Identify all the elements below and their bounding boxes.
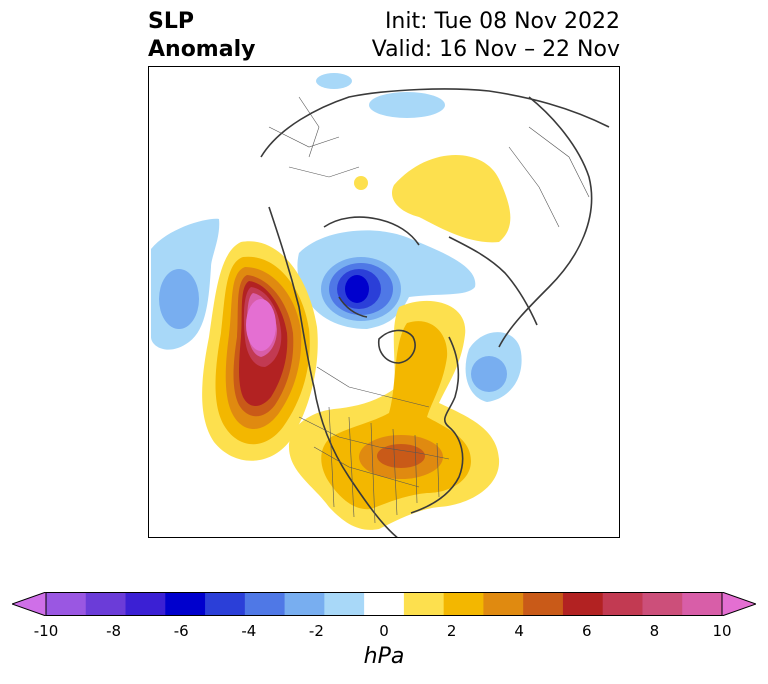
colorbar <box>12 592 756 616</box>
colorbar-segments <box>12 592 756 616</box>
colorbar-segment <box>324 592 365 616</box>
init-date: Init: Tue 08 Nov 2022 <box>384 9 620 34</box>
eastern-siberia-high <box>354 154 511 243</box>
eastern-us-high <box>289 300 500 530</box>
colorbar-tick-label: 10 <box>712 622 732 640</box>
colorbar-tick-label: 4 <box>514 622 524 640</box>
baffin-bay-low <box>297 230 476 329</box>
colorbar-tick-label: -10 <box>33 622 59 640</box>
colorbar-segment <box>244 592 286 616</box>
colorbar-tick-label: -2 <box>308 622 324 640</box>
colorbar-tick-label: -8 <box>106 622 122 640</box>
colorbar-segment <box>483 592 524 616</box>
colorbar-segment <box>284 592 325 616</box>
borders <box>268 96 590 524</box>
title-anomaly: Anomaly <box>148 37 256 62</box>
map-panel <box>148 66 620 538</box>
colorbar-tick-label: -4 <box>241 622 257 640</box>
colorbar-tick-label: 8 <box>649 622 660 640</box>
colorbar-segment <box>642 592 683 616</box>
valid-range: Valid: 16 Nov – 22 Nov <box>371 37 620 62</box>
map-title-left: SLP Anomaly <box>148 8 255 64</box>
colorbar-segment <box>125 592 166 616</box>
colorbar-extend-low <box>12 592 47 616</box>
colorbar-unit-label: hPa <box>363 644 405 669</box>
colorbar-extend-high <box>721 592 756 616</box>
colorbar-segment <box>205 592 246 616</box>
coastlines <box>260 88 610 537</box>
colorbar-segment <box>403 592 445 616</box>
colorbar-segment <box>562 592 604 616</box>
gulf-of-alaska-high <box>202 241 318 461</box>
colorbar-tick-label: 0 <box>379 622 389 640</box>
colorbar-segment <box>602 592 643 616</box>
colorbar-tick-label: 2 <box>446 622 457 640</box>
colorbar-ticks: -10 -8 -6 -4 -2 0 2 4 6 8 10 <box>0 622 768 642</box>
colorbar-segment <box>523 592 564 616</box>
colorbar-segment <box>682 592 723 616</box>
title-variable: SLP <box>148 9 194 34</box>
arctic-lows <box>316 73 445 118</box>
anomaly-map <box>151 73 610 537</box>
north-atlantic-low <box>465 332 522 402</box>
colorbar-segment <box>364 592 405 616</box>
colorbar-segment <box>443 592 484 616</box>
colorbar-segment <box>85 592 127 616</box>
colorbar-segment <box>165 592 206 616</box>
colorbar-frame <box>45 592 723 616</box>
colorbar-tick-label: 6 <box>582 622 592 640</box>
map-title-right: Init: Tue 08 Nov 2022 Valid: 16 Nov – 22… <box>372 8 620 64</box>
colorbar-tick-label: -6 <box>173 622 189 640</box>
north-pacific-low <box>151 218 220 350</box>
colorbar-segment <box>46 592 87 616</box>
